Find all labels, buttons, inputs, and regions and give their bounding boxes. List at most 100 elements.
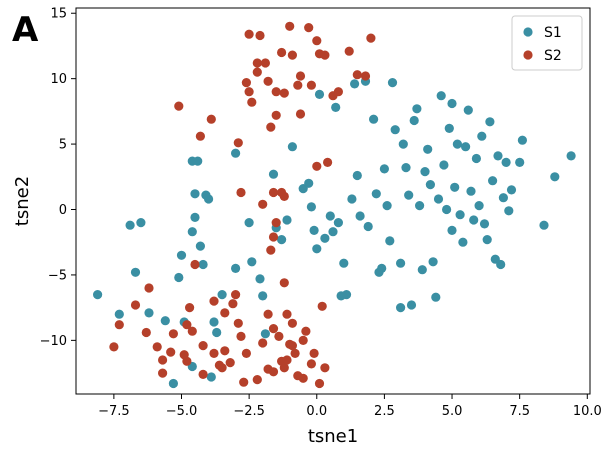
point-s1 xyxy=(363,221,373,232)
point-s2 xyxy=(166,347,176,357)
point-s2 xyxy=(282,309,292,319)
point-s2 xyxy=(293,80,303,90)
point-s1 xyxy=(444,123,454,133)
point-s2 xyxy=(320,50,330,60)
point-s2 xyxy=(298,335,308,345)
point-s2 xyxy=(236,331,246,341)
point-s1 xyxy=(277,235,287,245)
x-tick-label: 2.5 xyxy=(374,404,395,419)
point-s1 xyxy=(379,164,389,174)
point-s2 xyxy=(263,309,273,319)
point-s1 xyxy=(130,267,141,277)
point-s2 xyxy=(109,342,119,352)
point-s2 xyxy=(168,329,178,339)
point-s1 xyxy=(309,225,319,235)
point-s1 xyxy=(231,263,241,273)
point-s2 xyxy=(209,296,219,306)
x-tick-label: −7.5 xyxy=(98,404,130,419)
point-s1 xyxy=(114,309,124,319)
point-s2 xyxy=(114,320,124,330)
point-s1 xyxy=(474,201,484,211)
point-s1 xyxy=(439,160,449,170)
point-s2 xyxy=(271,218,281,228)
point-s1 xyxy=(471,153,481,164)
point-s1 xyxy=(212,327,222,338)
x-tick-label: 7.5 xyxy=(509,404,530,419)
point-s1 xyxy=(352,170,362,181)
point-s2 xyxy=(271,110,281,120)
point-s2 xyxy=(130,300,141,310)
point-s1 xyxy=(355,211,365,221)
point-s2 xyxy=(244,29,254,39)
y-tick-label: 15 xyxy=(50,7,67,22)
point-s2 xyxy=(231,290,241,300)
point-s1 xyxy=(144,308,154,318)
point-s1 xyxy=(190,212,200,222)
point-s1 xyxy=(485,117,495,127)
point-s1 xyxy=(125,220,135,230)
point-s1 xyxy=(461,142,471,152)
legend-label-s1: S1 xyxy=(544,25,562,41)
point-s1 xyxy=(160,316,170,326)
point-s1 xyxy=(423,144,433,154)
point-s1 xyxy=(463,105,473,115)
point-s2 xyxy=(360,71,371,81)
point-s2 xyxy=(206,114,216,124)
point-s2 xyxy=(306,80,316,90)
point-s2 xyxy=(314,378,325,389)
point-s1 xyxy=(458,237,468,247)
point-s1 xyxy=(428,257,438,267)
point-s1 xyxy=(193,156,203,166)
point-s2 xyxy=(209,348,219,358)
point-s2 xyxy=(312,36,322,46)
points-layer xyxy=(93,21,576,389)
point-s2 xyxy=(317,301,327,311)
point-s2 xyxy=(236,187,246,198)
point-s1 xyxy=(231,148,241,158)
point-s1 xyxy=(493,151,503,161)
point-s2 xyxy=(268,187,279,198)
point-s2 xyxy=(287,318,297,328)
y-tick-label: −5 xyxy=(48,268,67,283)
y-tick-label: 5 xyxy=(59,138,67,153)
point-s1 xyxy=(312,244,322,254)
point-s2 xyxy=(260,58,270,68)
point-s1 xyxy=(282,215,292,225)
point-s2 xyxy=(282,355,292,365)
point-s1 xyxy=(174,272,184,283)
point-s1 xyxy=(450,182,460,192)
x-tick-label: 10.0 xyxy=(573,404,602,419)
point-s1 xyxy=(206,372,216,382)
point-s1 xyxy=(501,157,511,167)
point-s1 xyxy=(442,204,452,215)
point-s2 xyxy=(190,259,200,270)
point-s1 xyxy=(417,265,427,275)
point-s2 xyxy=(185,303,195,313)
point-s1 xyxy=(198,259,208,270)
point-s2 xyxy=(258,199,268,209)
point-s1 xyxy=(201,190,211,200)
point-s2 xyxy=(252,67,262,77)
point-s1 xyxy=(369,114,379,124)
point-s2 xyxy=(198,369,208,379)
point-s1 xyxy=(260,329,270,339)
point-s1 xyxy=(477,131,487,141)
point-s2 xyxy=(287,50,297,60)
point-s1 xyxy=(447,98,457,109)
point-s2 xyxy=(182,320,192,330)
point-s2 xyxy=(320,363,330,373)
point-s2 xyxy=(301,326,311,336)
point-s2 xyxy=(344,46,354,56)
point-s2 xyxy=(241,348,251,358)
point-s2 xyxy=(239,377,249,387)
point-s1 xyxy=(247,257,257,267)
point-s2 xyxy=(158,355,168,365)
point-s1 xyxy=(258,291,268,301)
point-s1 xyxy=(539,220,549,230)
point-s2 xyxy=(274,331,284,341)
point-s2 xyxy=(290,348,300,358)
point-s2 xyxy=(233,318,243,328)
point-s1 xyxy=(377,263,387,273)
point-s1 xyxy=(425,180,435,190)
x-tick-label: 5.0 xyxy=(442,404,463,419)
